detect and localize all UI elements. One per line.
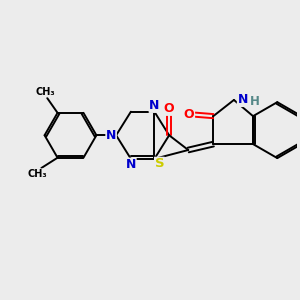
Text: CH₃: CH₃ [36, 87, 56, 97]
Text: H: H [250, 95, 260, 108]
Text: O: O [184, 108, 194, 121]
Text: CH₃: CH₃ [27, 169, 47, 179]
Text: N: N [126, 158, 136, 171]
Text: S: S [154, 157, 164, 170]
Text: N: N [106, 129, 116, 142]
Text: N: N [238, 93, 248, 106]
Text: N: N [149, 99, 160, 112]
Text: O: O [164, 102, 175, 115]
